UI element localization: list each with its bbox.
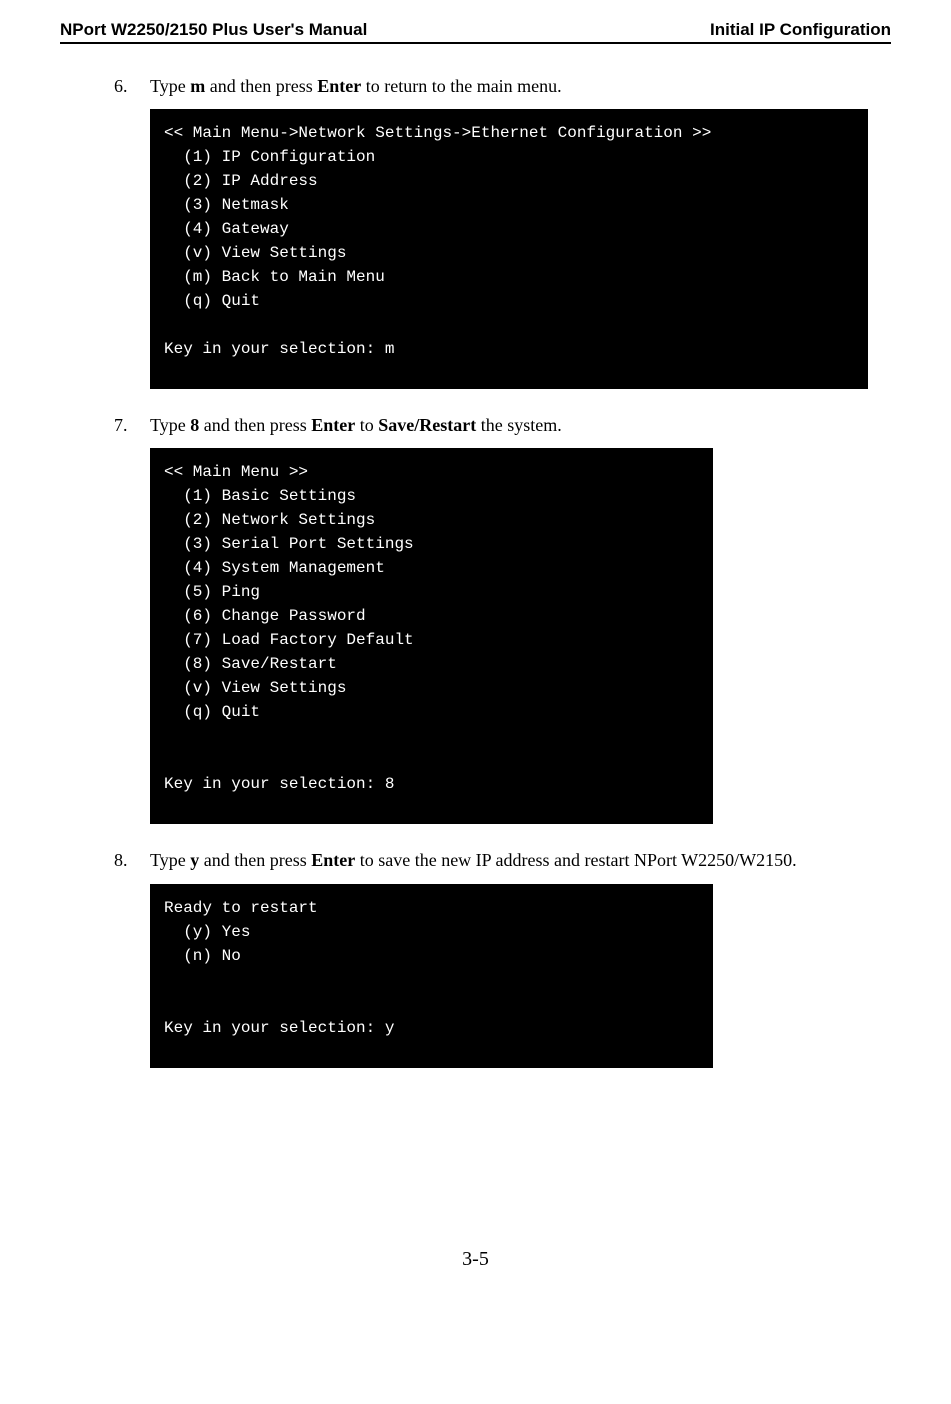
step-8-action: Enter [311, 850, 355, 870]
step-6-line: 6. Type m and then press Enter to return… [114, 74, 891, 99]
step-7-line: 7. Type 8 and then press Enter to Save/R… [114, 413, 891, 438]
step-8: 8. Type y and then press Enter to save t… [114, 848, 891, 1067]
terminal-6: << Main Menu->Network Settings->Ethernet… [150, 109, 868, 389]
step-6-text: Type m and then press Enter to return to… [150, 74, 562, 99]
step-8-key: y [190, 850, 199, 870]
step-6: 6. Type m and then press Enter to return… [114, 74, 891, 389]
page: NPort W2250/2150 Plus User's Manual Init… [0, 0, 951, 1311]
step-8-line: 8. Type y and then press Enter to save t… [114, 848, 891, 873]
step-8-number: 8. [114, 848, 150, 873]
step-7-number: 7. [114, 413, 150, 438]
step-7-action2: Save/Restart [378, 415, 476, 435]
step-8-text: Type y and then press Enter to save the … [150, 848, 797, 873]
header-left: NPort W2250/2150 Plus User's Manual [60, 20, 367, 40]
step-6-mid: and then press [205, 76, 317, 96]
step-8-mid: and then press [199, 850, 311, 870]
terminal-7: << Main Menu >> (1) Basic Settings (2) N… [150, 448, 713, 824]
step-7-post: the system. [476, 415, 562, 435]
step-7-text: Type 8 and then press Enter to Save/Rest… [150, 413, 562, 438]
terminal-8: Ready to restart (y) Yes (n) No Key in y… [150, 884, 713, 1068]
step-6-key: m [190, 76, 205, 96]
step-7-action: Enter [311, 415, 355, 435]
step-7-pre: Type [150, 415, 190, 435]
step-8-post: to save the new IP address and restart N… [355, 850, 796, 870]
step-6-post: to return to the main menu. [361, 76, 561, 96]
step-8-pre: Type [150, 850, 190, 870]
step-6-action: Enter [317, 76, 361, 96]
step-7-key: 8 [190, 415, 199, 435]
step-7-mid: and then press [199, 415, 311, 435]
page-footer: 3-5 [60, 1248, 891, 1271]
header-right: Initial IP Configuration [710, 20, 891, 40]
step-7: 7. Type 8 and then press Enter to Save/R… [114, 413, 891, 824]
step-6-number: 6. [114, 74, 150, 99]
page-header: NPort W2250/2150 Plus User's Manual Init… [60, 20, 891, 42]
step-6-pre: Type [150, 76, 190, 96]
step-7-mid2: to [355, 415, 378, 435]
header-rule [60, 42, 891, 44]
